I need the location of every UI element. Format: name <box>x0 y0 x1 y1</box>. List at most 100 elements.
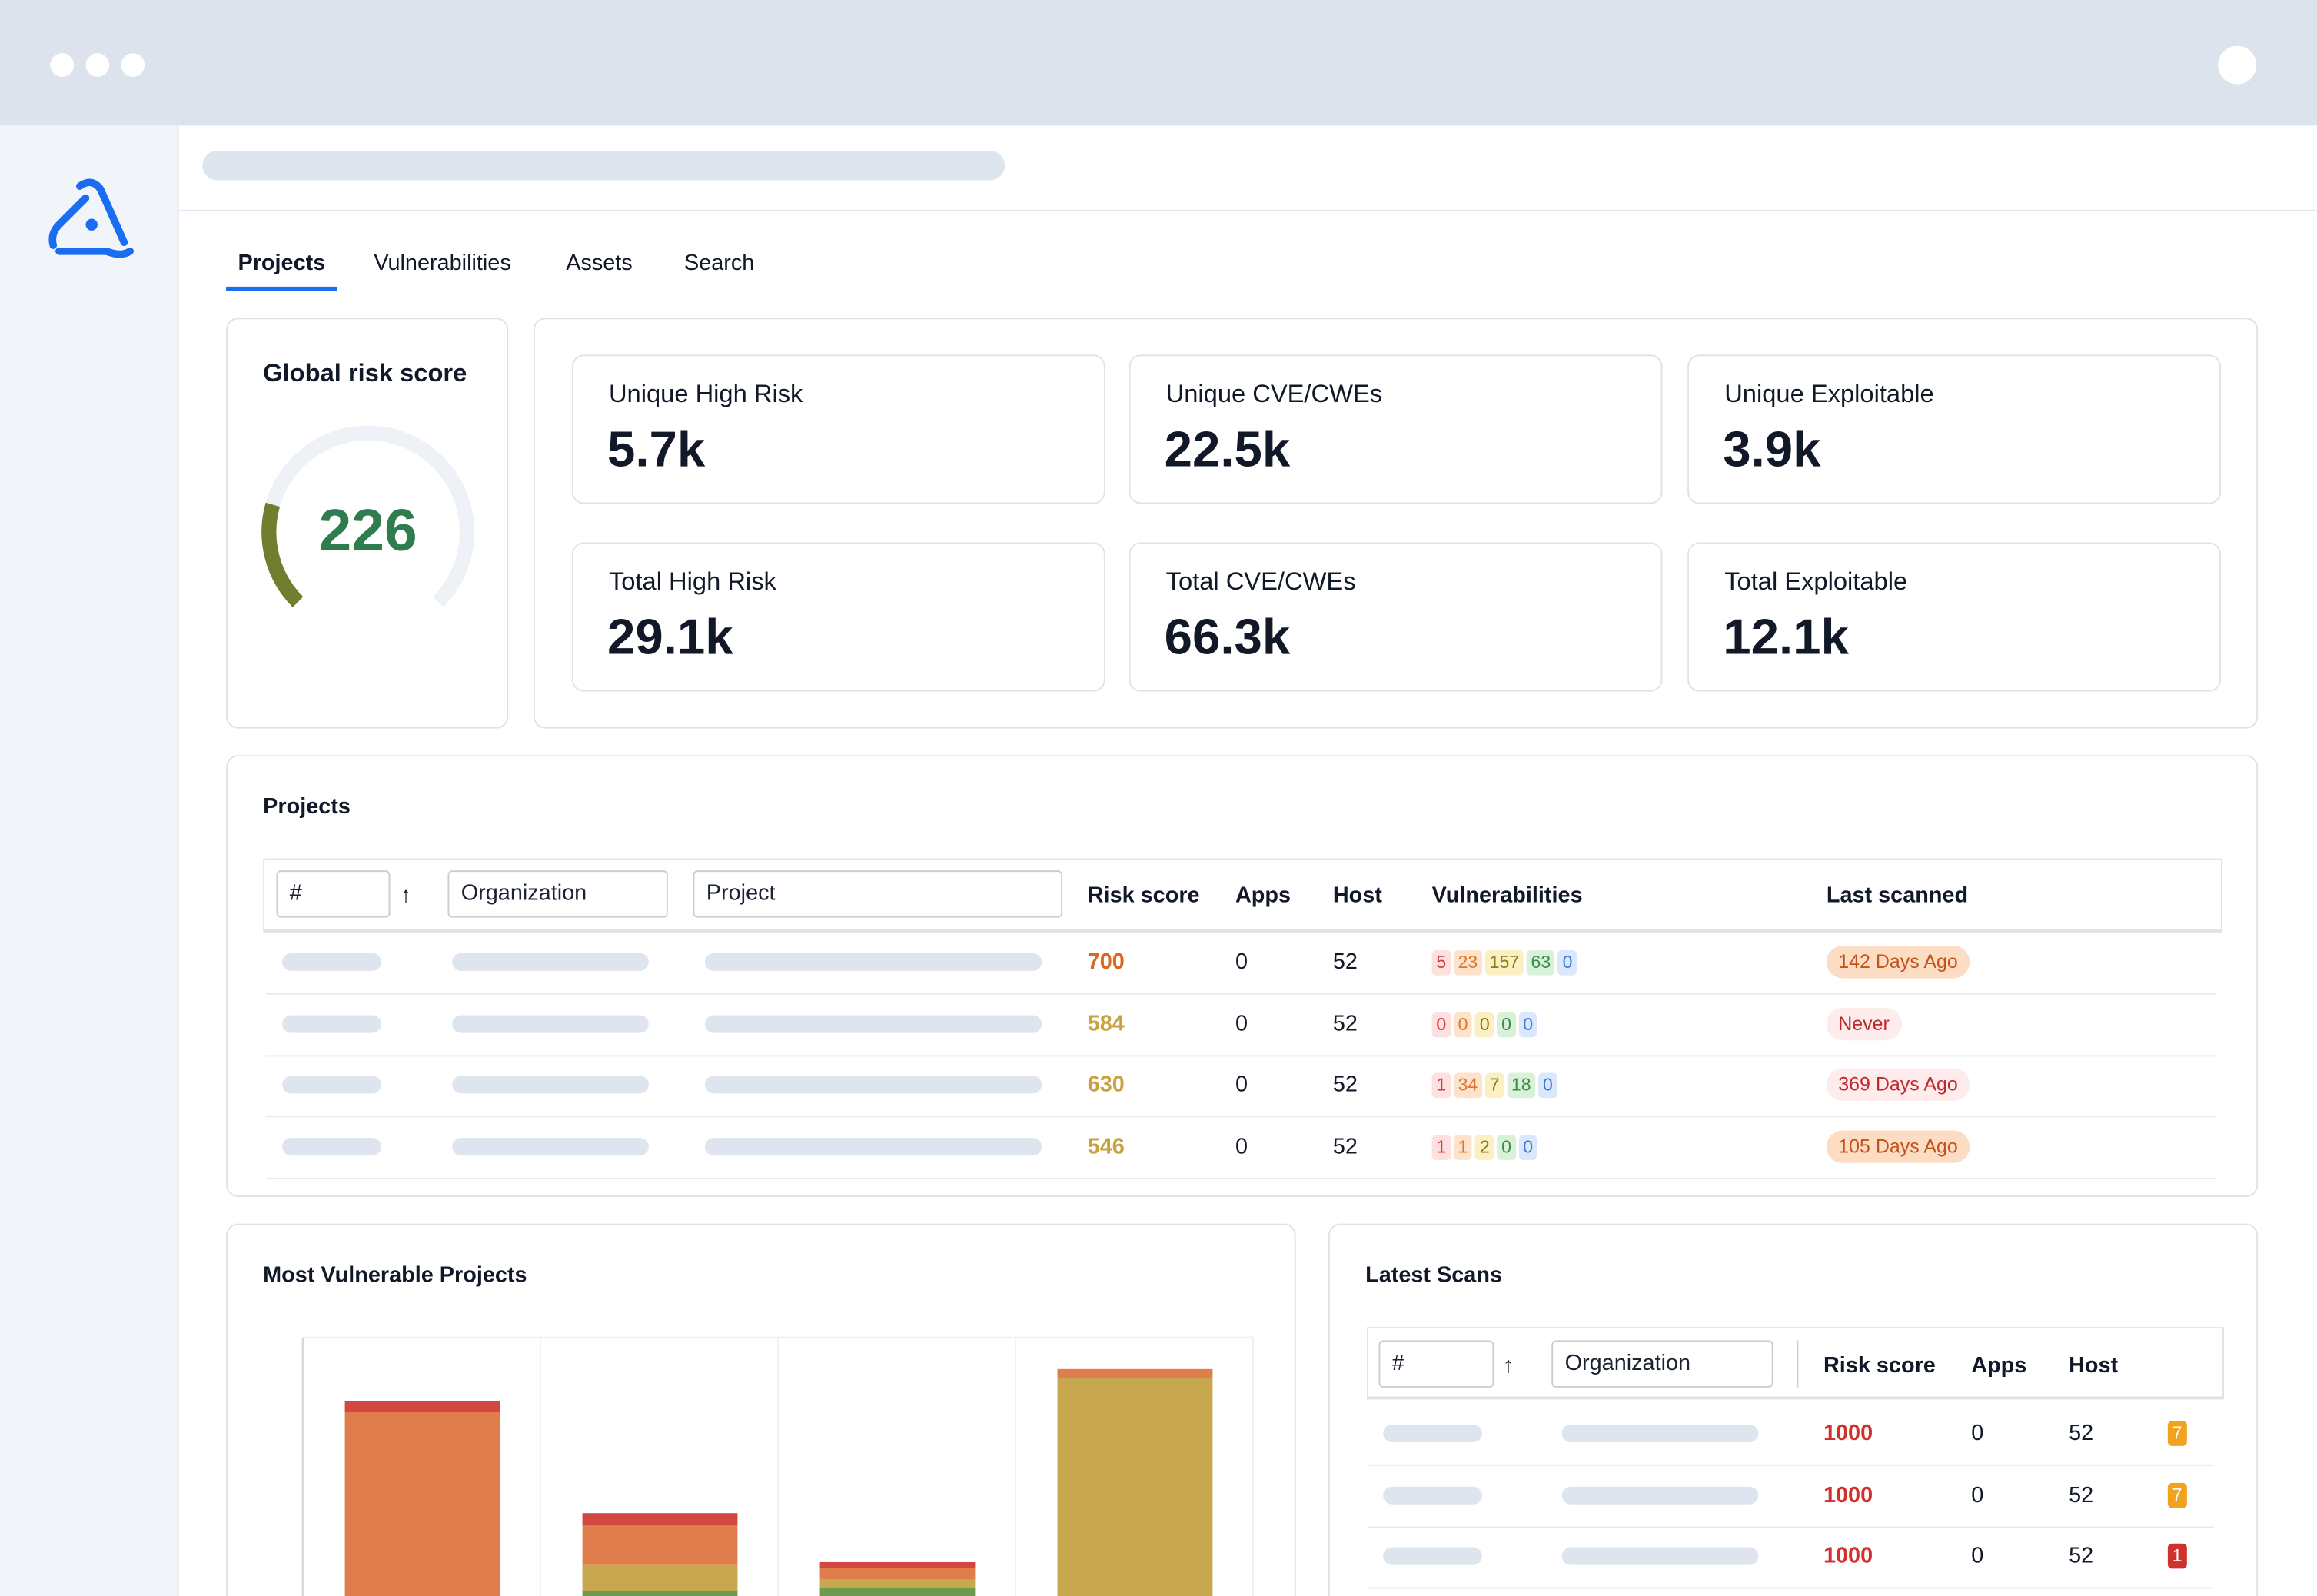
host: 52 <box>1332 1072 1358 1098</box>
vulnerability-badge: 7 <box>1484 1072 1504 1099</box>
search-placeholder[interactable] <box>202 151 1006 181</box>
placeholder <box>1561 1547 1759 1565</box>
last-scanned: 105 Days Ago <box>1826 1130 1970 1163</box>
header <box>178 125 2317 211</box>
column-header: Last scanned <box>1826 883 1969 909</box>
placeholder <box>1561 1485 1759 1504</box>
stat-value: 29.1k <box>607 609 733 666</box>
apps: 0 <box>1235 1011 1248 1037</box>
column-header: Risk score <box>1087 883 1200 909</box>
tab[interactable]: Search <box>683 250 755 276</box>
stat-value: 5.7k <box>607 421 706 478</box>
row-divider <box>1368 1587 2214 1589</box>
last-scanned: Never <box>1826 1007 1902 1041</box>
placeholder <box>704 1015 1042 1033</box>
placeholder <box>452 1138 649 1156</box>
sidebar <box>0 125 179 1596</box>
placeholder <box>282 1138 381 1156</box>
placeholder <box>704 1138 1042 1156</box>
divider <box>1797 1340 1799 1388</box>
column-header: Apps <box>1235 883 1291 909</box>
column-header: Vulnerabilities <box>1431 883 1583 909</box>
vulnerability-badge: 7 <box>2167 1481 2187 1508</box>
stat-label: Unique High Risk <box>608 380 803 408</box>
stat-value: 66.3k <box>1164 609 1291 666</box>
last-scanned: 142 Days Ago <box>1826 946 1970 979</box>
placeholder <box>282 953 381 971</box>
placeholder <box>282 1076 381 1094</box>
risk-score: 1000 <box>1823 1481 1873 1508</box>
host: 52 <box>2069 1543 2094 1569</box>
placeholder <box>704 953 1042 971</box>
row-divider <box>265 993 2217 995</box>
stat-label: Unique Exploitable <box>1724 380 1934 408</box>
latest-scans-card: Latest Scans # Organization ↑ Risk score App… <box>1328 1223 2259 1596</box>
vulnerability-badge: 1 <box>1431 1072 1451 1099</box>
stat-label: Total Exploitable <box>1724 567 1908 596</box>
vulnerability-badge: 7 <box>2167 1421 2187 1446</box>
stat-value: 3.9k <box>1723 421 1821 478</box>
tab[interactable]: Assets <box>566 250 633 276</box>
filter-input[interactable]: Organization <box>447 870 668 918</box>
logo[interactable] <box>48 178 136 261</box>
vulnerability-badge: 0 <box>1475 1012 1494 1038</box>
filter-input[interactable]: # <box>1378 1340 1494 1388</box>
vulnerability-badge: 157 <box>1484 949 1524 976</box>
card-title: Global risk score <box>263 359 467 387</box>
stat-card: Unique Exploitable 3.9k <box>1687 354 2222 504</box>
host: 52 <box>1332 1134 1358 1159</box>
sort-arrow[interactable]: ↑ <box>400 883 412 909</box>
profile-button[interactable] <box>2218 45 2257 85</box>
vulnerability-badge: 0 <box>1497 1135 1516 1160</box>
stat-value: 22.5k <box>1164 421 1291 478</box>
risk-score: 584 <box>1087 1011 1125 1037</box>
apps: 0 <box>1971 1543 1984 1569</box>
table-header <box>263 858 2222 933</box>
row-divider <box>265 1177 2217 1179</box>
stat-label: Unique CVE/CWEs <box>1165 380 1383 408</box>
filter-input[interactable]: # <box>276 870 391 918</box>
risk-score: 546 <box>1087 1134 1125 1159</box>
placeholder <box>1383 1424 1482 1443</box>
column-header: Apps <box>1971 1352 2027 1378</box>
apps: 0 <box>1971 1421 1984 1446</box>
placeholder <box>1383 1547 1482 1565</box>
risk-score: 700 <box>1087 949 1125 975</box>
vulnerability-badges: 1 34 7 18 0 <box>1431 1072 1561 1099</box>
active-tab-indicator <box>226 286 337 291</box>
table-header <box>1367 1327 2224 1400</box>
vulnerability-badge: 1 <box>2167 1543 2187 1569</box>
placeholder <box>452 1015 649 1033</box>
vulnerability-badge: 0 <box>1431 1012 1451 1038</box>
risk-score: 1000 <box>1823 1421 1873 1446</box>
chart-card: Most Vulnerable Projects <box>226 1223 1296 1596</box>
risk-score: 226 <box>318 498 417 564</box>
sort-arrow[interactable]: ↑ <box>1502 1352 1514 1378</box>
column-header: Risk score <box>1823 1352 1936 1378</box>
card-title: Most Vulnerable Projects <box>263 1262 527 1288</box>
vulnerability-badge: 2 <box>1475 1135 1494 1160</box>
vulnerability-badge: 63 <box>1526 949 1555 976</box>
card-title: Projects <box>263 794 351 820</box>
placeholder <box>704 1076 1042 1094</box>
row-divider <box>1368 1464 2214 1466</box>
tab[interactable]: Vulnerabilities <box>374 250 511 276</box>
apps: 0 <box>1235 1134 1248 1159</box>
last-scanned: 369 Days Ago <box>1826 1068 1970 1102</box>
vulnerability-badge: 1 <box>1431 1135 1451 1160</box>
apps: 0 <box>1235 1072 1248 1098</box>
placeholder <box>1561 1424 1759 1443</box>
stat-card: Total High Risk 29.1k <box>571 542 1105 692</box>
tab[interactable]: Projects <box>238 250 326 276</box>
filter-input[interactable]: Organization <box>1551 1340 1773 1388</box>
filter-input[interactable]: Project <box>693 870 1063 918</box>
window-dot <box>121 53 145 77</box>
stat-card: Total Exploitable 12.1k <box>1687 542 2222 692</box>
stat-card: Unique High Risk 5.7k <box>571 354 1105 504</box>
placeholder <box>1383 1485 1482 1504</box>
vulnerability-badge: 34 <box>1453 1072 1483 1099</box>
